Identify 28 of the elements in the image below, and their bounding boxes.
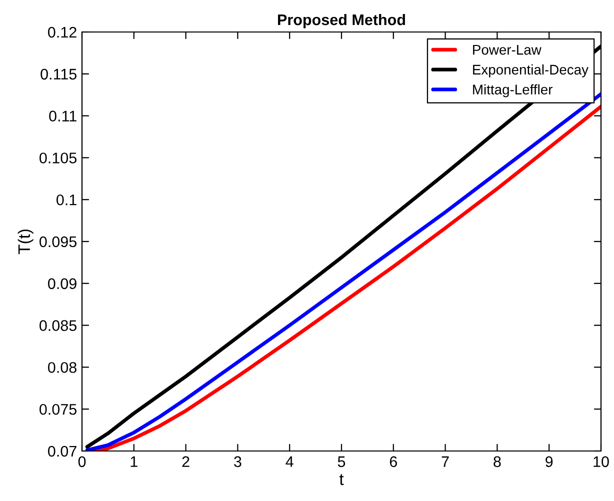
y-tick-label: 0.085 <box>40 320 76 331</box>
x-tick-label: 3 <box>234 456 242 468</box>
x-tick-label: 9 <box>546 456 553 468</box>
x-tick-label: 10 <box>594 456 609 468</box>
y-tick-label: 0.09 <box>48 278 76 290</box>
x-tick-label: 4 <box>286 456 294 467</box>
legend-label: Power-Law <box>473 45 542 55</box>
x-tick-label: 2 <box>182 456 190 467</box>
x-tick-label: 0 <box>78 456 86 468</box>
y-tick-label: 0.115 <box>40 68 76 80</box>
y-tick-label: 0.07 <box>48 446 76 457</box>
x-tick-label: 8 <box>494 456 501 468</box>
x-axis-title: t <box>339 474 344 486</box>
x-tick-label: 5 <box>338 456 346 468</box>
y-tick-label: 0.105 <box>40 152 76 164</box>
x-tick-label: 7 <box>442 456 449 467</box>
legend-label: Mittag-Leffler <box>473 84 553 98</box>
y-tick-label: 0.11 <box>49 110 76 122</box>
x-tick-label: 6 <box>390 456 397 468</box>
legend-label: Exponential-Decay <box>473 64 588 78</box>
y-tick-label: 0.08 <box>48 362 76 373</box>
y-tick-label: 0.1 <box>56 194 76 206</box>
y-axis-title: T(t) <box>18 230 34 254</box>
x-tick-label: 1 <box>130 456 138 467</box>
y-tick-label: 0.095 <box>40 236 76 248</box>
chart-title: Proposed Method <box>278 14 406 28</box>
y-tick-label: 0.075 <box>40 404 76 415</box>
y-tick-label: 0.12 <box>48 26 76 38</box>
